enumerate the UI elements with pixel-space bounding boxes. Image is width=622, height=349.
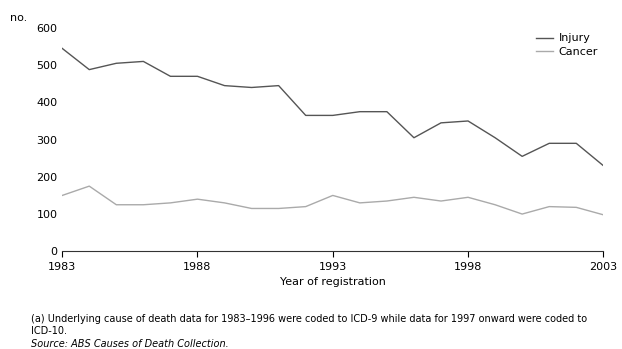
Injury: [275, 83, 282, 88]
Cancer: [58, 193, 66, 198]
Injury: [545, 141, 553, 146]
Injury: [519, 154, 526, 158]
Injury: [194, 74, 202, 79]
Cancer: [600, 213, 607, 217]
Injury: [139, 59, 147, 64]
X-axis label: Year of registration: Year of registration: [280, 277, 386, 287]
Injury: [356, 110, 363, 114]
Cancer: [275, 206, 282, 210]
Cancer: [248, 206, 256, 210]
Cancer: [194, 197, 202, 201]
Text: (a) Underlying cause of death data for 1983–1996 were coded to ICD-9 while data : (a) Underlying cause of death data for 1…: [31, 314, 587, 336]
Injury: [329, 113, 337, 118]
Legend: Injury, Cancer: Injury, Cancer: [536, 34, 598, 57]
Injury: [383, 110, 391, 114]
Cancer: [465, 195, 472, 199]
Cancer: [410, 195, 417, 199]
Cancer: [139, 203, 147, 207]
Y-axis label: no.: no.: [11, 14, 27, 23]
Cancer: [167, 201, 174, 205]
Text: Source: ABS Causes of Death Collection.: Source: ABS Causes of Death Collection.: [31, 339, 229, 349]
Cancer: [437, 199, 445, 203]
Cancer: [302, 205, 309, 209]
Cancer: [519, 212, 526, 216]
Injury: [221, 83, 228, 88]
Cancer: [383, 199, 391, 203]
Cancer: [221, 201, 228, 205]
Injury: [85, 67, 93, 72]
Cancer: [356, 201, 363, 205]
Injury: [465, 119, 472, 123]
Cancer: [545, 205, 553, 209]
Injury: [248, 86, 256, 90]
Cancer: [113, 203, 120, 207]
Injury: [167, 74, 174, 79]
Injury: [113, 61, 120, 65]
Line: Cancer: Cancer: [62, 186, 603, 215]
Cancer: [572, 205, 580, 209]
Injury: [600, 164, 607, 168]
Injury: [572, 141, 580, 146]
Injury: [410, 136, 417, 140]
Injury: [491, 136, 499, 140]
Cancer: [491, 203, 499, 207]
Injury: [437, 121, 445, 125]
Injury: [58, 46, 66, 51]
Cancer: [329, 193, 337, 198]
Injury: [302, 113, 309, 118]
Cancer: [85, 184, 93, 188]
Line: Injury: Injury: [62, 49, 603, 166]
